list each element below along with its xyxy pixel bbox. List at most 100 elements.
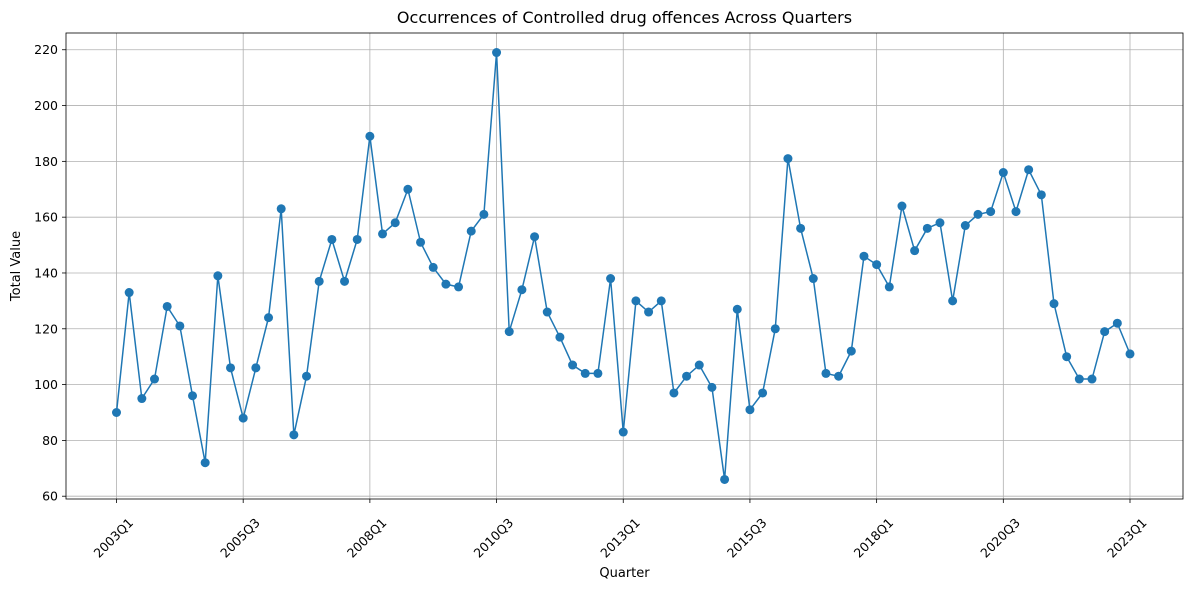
y-tick-label: 160 bbox=[34, 210, 58, 225]
data-point bbox=[555, 332, 565, 342]
chart-title: Occurrences of Controlled drug offences … bbox=[397, 8, 852, 27]
data-point bbox=[796, 223, 806, 233]
data-point bbox=[1062, 352, 1072, 362]
data-point bbox=[568, 360, 578, 370]
data-point bbox=[960, 221, 970, 231]
data-point bbox=[137, 394, 147, 404]
series-points bbox=[112, 48, 1135, 484]
x-tick-label: 2005Q3 bbox=[217, 515, 263, 561]
data-point bbox=[1112, 318, 1122, 328]
data-point bbox=[707, 382, 717, 392]
data-point bbox=[948, 296, 958, 306]
data-point bbox=[732, 304, 742, 314]
data-point bbox=[200, 458, 210, 468]
x-axis: 2003Q1 2005Q3 2008Q1 2010Q3 2013Q1 2015Q3 2018… bbox=[90, 499, 1150, 561]
data-point bbox=[720, 474, 730, 484]
data-point bbox=[986, 207, 996, 217]
data-point bbox=[492, 48, 502, 58]
data-point bbox=[580, 368, 590, 378]
x-tick-label: 2008Q1 bbox=[344, 515, 390, 561]
data-point bbox=[973, 209, 983, 219]
data-point bbox=[897, 201, 907, 211]
x-tick-label: 2010Q3 bbox=[471, 515, 517, 561]
data-point bbox=[175, 321, 185, 331]
data-point bbox=[504, 327, 514, 337]
data-point bbox=[289, 430, 299, 440]
data-point bbox=[1049, 299, 1059, 309]
data-point bbox=[517, 285, 527, 295]
data-point bbox=[1011, 207, 1021, 217]
data-point bbox=[694, 360, 704, 370]
x-tick-label: 2020Q3 bbox=[977, 515, 1023, 561]
data-point bbox=[783, 154, 793, 164]
data-point bbox=[403, 184, 413, 194]
data-point bbox=[1125, 349, 1135, 359]
data-point bbox=[466, 226, 476, 236]
data-point bbox=[264, 313, 274, 323]
data-point bbox=[124, 288, 134, 298]
data-point bbox=[656, 296, 666, 306]
data-point bbox=[416, 237, 426, 247]
data-point bbox=[150, 374, 160, 384]
data-point bbox=[682, 371, 692, 381]
plot-frame bbox=[65, 32, 1184, 500]
data-point bbox=[390, 218, 400, 228]
data-point bbox=[314, 276, 324, 286]
data-point bbox=[1024, 165, 1034, 175]
y-tick-label: 180 bbox=[34, 154, 58, 169]
data-point bbox=[428, 262, 438, 272]
data-point bbox=[910, 246, 920, 256]
data-point bbox=[213, 271, 223, 281]
y-tick-label: 100 bbox=[34, 377, 58, 392]
y-tick-label: 200 bbox=[34, 98, 58, 113]
data-point bbox=[922, 223, 932, 233]
x-tick-label: 2018Q1 bbox=[851, 515, 897, 561]
data-point bbox=[1100, 327, 1110, 337]
data-point bbox=[276, 204, 286, 214]
data-point bbox=[593, 368, 603, 378]
x-tick-label: 2013Q1 bbox=[597, 515, 643, 561]
data-point bbox=[352, 234, 362, 244]
y-tick-label: 120 bbox=[34, 321, 58, 336]
data-point bbox=[935, 218, 945, 228]
data-point bbox=[606, 274, 616, 284]
y-tick-label: 140 bbox=[34, 265, 58, 280]
data-point bbox=[834, 371, 844, 381]
grid bbox=[66, 33, 1183, 499]
data-point bbox=[378, 229, 388, 239]
data-point bbox=[238, 413, 248, 423]
data-point bbox=[618, 427, 628, 437]
y-tick-label: 80 bbox=[42, 433, 58, 448]
data-point bbox=[872, 260, 882, 270]
data-point bbox=[226, 363, 236, 373]
data-point bbox=[1074, 374, 1084, 384]
data-point bbox=[251, 363, 261, 373]
data-point bbox=[808, 274, 818, 284]
data-point bbox=[631, 296, 641, 306]
data-point bbox=[669, 388, 679, 398]
data-point bbox=[1087, 374, 1097, 384]
x-tick-label: 2023Q1 bbox=[1104, 515, 1150, 561]
data-point bbox=[302, 371, 312, 381]
y-axis-label: Total Value bbox=[9, 231, 24, 302]
data-point bbox=[884, 282, 894, 292]
data-point bbox=[365, 131, 375, 141]
x-tick-label: 2015Q3 bbox=[724, 515, 770, 561]
data-point bbox=[998, 168, 1008, 178]
data-point bbox=[846, 346, 856, 356]
data-point bbox=[112, 408, 121, 417]
data-point bbox=[530, 232, 540, 242]
data-point bbox=[821, 368, 831, 378]
data-point bbox=[542, 307, 552, 317]
data-point bbox=[479, 209, 489, 219]
data-point bbox=[441, 279, 451, 289]
data-point bbox=[454, 282, 464, 292]
data-point bbox=[340, 276, 350, 286]
data-point bbox=[327, 234, 337, 244]
data-point bbox=[644, 307, 654, 317]
data-point bbox=[859, 251, 869, 261]
x-axis-label: Quarter bbox=[599, 566, 650, 581]
data-point bbox=[758, 388, 768, 398]
data-point bbox=[1036, 190, 1046, 200]
